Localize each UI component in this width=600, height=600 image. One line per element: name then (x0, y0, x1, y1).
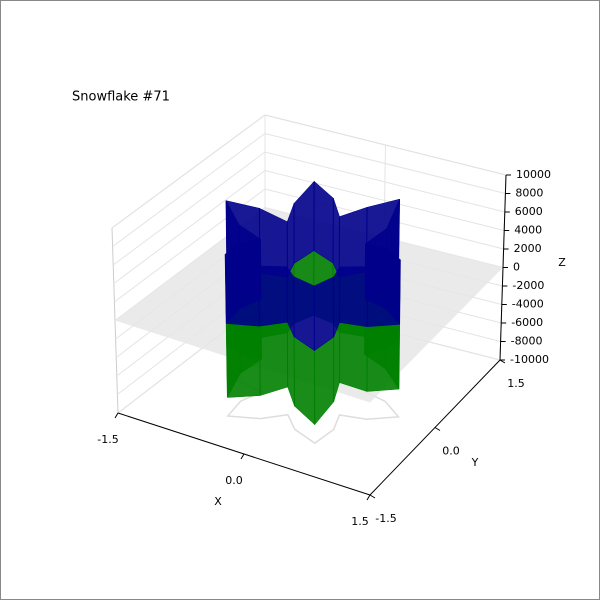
wall-spike (397, 199, 401, 274)
z-tick-label: -4000 (512, 298, 544, 311)
wall-spike (225, 323, 228, 398)
x-tick (240, 453, 245, 460)
wall (339, 322, 368, 392)
x-tick-label: -1.5 (97, 433, 118, 446)
z-tick-label: -6000 (511, 316, 543, 329)
wall-spike (238, 243, 240, 309)
wall (258, 265, 288, 327)
wall-spike (385, 248, 388, 309)
grid-line (112, 132, 506, 247)
wall-spike (399, 259, 401, 325)
wall-spike (398, 324, 401, 390)
z-tick-label: 8000 (515, 187, 543, 200)
y-tick (434, 427, 441, 431)
wall (339, 266, 368, 328)
z-tick-label: 0 (513, 261, 520, 274)
z-tick-label: -8000 (511, 335, 543, 348)
x-axis-label: X (214, 495, 222, 508)
x-tick (366, 494, 371, 501)
wall (259, 321, 288, 396)
y-tick-label: 0.0 (442, 445, 460, 458)
z-tick-label: -2000 (512, 279, 544, 292)
wall-spike (385, 228, 388, 289)
x-tick (114, 412, 119, 419)
grid-line (114, 188, 504, 303)
wall (367, 259, 401, 328)
x-tick-label: 1.5 (351, 515, 369, 528)
y-axis-label: Y (471, 456, 479, 469)
z-tick-label: 4000 (514, 224, 542, 237)
z-tick-label: 10000 (516, 168, 551, 181)
z-axis-label: Z (558, 256, 566, 269)
wall (225, 253, 260, 327)
y-tick-label: 1.5 (507, 377, 525, 390)
grid-line (111, 114, 507, 229)
chart-title: Snowflake #71 (72, 90, 170, 105)
y-tick-label: -1.5 (375, 512, 396, 525)
z-tick-label: 6000 (515, 205, 543, 218)
x-tick-label: 0.0 (225, 474, 243, 487)
wall-spike (225, 200, 228, 275)
y-tick (369, 494, 376, 499)
wall (226, 323, 261, 398)
wall-spike (224, 254, 227, 324)
grid-line (112, 151, 505, 266)
wall-spike (258, 326, 261, 396)
wall-spike (258, 266, 260, 327)
wall (338, 206, 368, 278)
wall-spike (365, 207, 368, 273)
z-tick-label: -10000 (510, 353, 549, 366)
grid-line (113, 169, 505, 284)
wall (366, 324, 400, 392)
z-tick-label: 2000 (514, 242, 542, 255)
